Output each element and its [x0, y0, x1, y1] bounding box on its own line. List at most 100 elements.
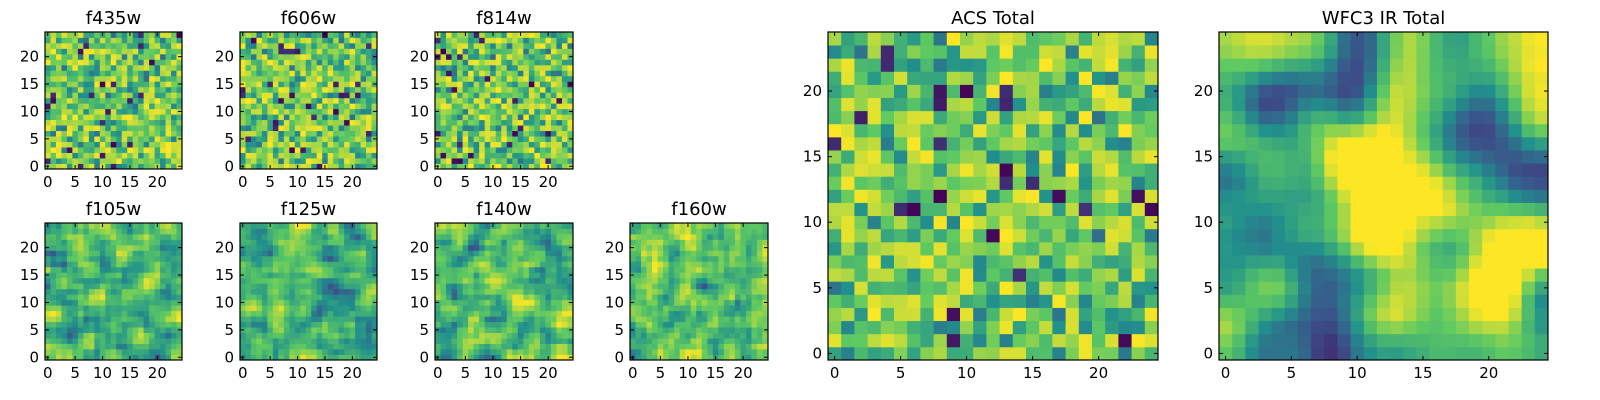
- heatmap-cell: [360, 266, 367, 273]
- heatmap-cell: [322, 53, 329, 60]
- heatmap-cell: [267, 288, 274, 295]
- heatmap-cell: [316, 59, 323, 66]
- heatmap-cell: [440, 147, 447, 153]
- heatmap-cell: [83, 272, 90, 279]
- heatmap-cell: [473, 114, 480, 121]
- heatmap-cell: [55, 119, 62, 126]
- heatmap-cell: [250, 42, 257, 49]
- heatmap-cell: [440, 321, 447, 328]
- heatmap-cell: [344, 86, 350, 93]
- heatmap-cell: [138, 343, 145, 350]
- heatmap-cell: [344, 316, 350, 323]
- heatmap-cell: [99, 70, 106, 77]
- heatmap-cell: [523, 119, 530, 126]
- heatmap-cell: [451, 53, 458, 60]
- heatmap-cell: [344, 32, 350, 38]
- heatmap-cell: [457, 163, 463, 170]
- heatmap-cell: [435, 277, 441, 284]
- heatmap-cell: [446, 250, 452, 257]
- heatmap-cell: [960, 255, 974, 269]
- heatmap-cell: [457, 261, 463, 268]
- heatmap-cell: [718, 294, 725, 301]
- heatmap-cell: [696, 354, 703, 361]
- heatmap-cell: [283, 349, 290, 355]
- heatmap-cell: [517, 108, 524, 115]
- heatmap-cell: [154, 332, 161, 339]
- heatmap-cell: [657, 299, 664, 306]
- heatmap-cell: [740, 327, 747, 333]
- heatmap-cell: [165, 283, 172, 290]
- heatmap-cell: [523, 294, 530, 301]
- heatmap-cell: [261, 288, 268, 295]
- heatmap-cell: [371, 59, 378, 66]
- heatmap-cell: [473, 343, 480, 350]
- heatmap-cell: [165, 332, 172, 339]
- heatmap-cell: [94, 152, 101, 159]
- heatmap-cell: [506, 125, 513, 132]
- heatmap-cell: [880, 202, 895, 217]
- heatmap-cell: [696, 316, 703, 323]
- heatmap-cell: [245, 163, 252, 170]
- heatmap-cell: [545, 299, 552, 306]
- heatmap-cell: [534, 59, 541, 66]
- heatmap-cell: [561, 223, 568, 229]
- heatmap-cell: [451, 223, 458, 229]
- heatmap-cell: [712, 261, 719, 268]
- heatmap-cell: [110, 130, 117, 137]
- heatmap-cell: [973, 215, 987, 230]
- heatmap-cell: [517, 53, 524, 60]
- heatmap-cell: [99, 158, 106, 164]
- heatmap-cell: [338, 255, 345, 262]
- heatmap-cell: [674, 266, 681, 273]
- heatmap-cell: [528, 277, 535, 284]
- heatmap-cell: [528, 81, 535, 88]
- heatmap-cell: [143, 75, 150, 82]
- heatmap-cell: [305, 59, 312, 66]
- heatmap-cell: [283, 316, 290, 323]
- heatmap-cell: [121, 37, 128, 44]
- heatmap-cell: [105, 64, 112, 71]
- heatmap-cell: [473, 299, 480, 306]
- heatmap-cell: [66, 163, 73, 170]
- heatmap-cell: [663, 272, 670, 279]
- heatmap-cell: [446, 321, 452, 328]
- heatmap-cell: [1026, 241, 1040, 256]
- heatmap-cell: [250, 75, 257, 82]
- heatmap-cell: [149, 349, 155, 355]
- heatmap-cell: [316, 250, 323, 257]
- heatmap-cell: [66, 283, 73, 290]
- heatmap-cell: [305, 42, 312, 49]
- heatmap-cell: [371, 343, 378, 350]
- heatmap-cell: [867, 255, 882, 269]
- heatmap-cell: [360, 158, 367, 164]
- heatmap-cell: [473, 223, 480, 229]
- heatmap-cell: [338, 327, 345, 333]
- heatmap-cell: [311, 343, 318, 350]
- heatmap-cell: [479, 64, 486, 71]
- heatmap-cell: [556, 32, 563, 38]
- heatmap-cell: [171, 125, 177, 132]
- heatmap-cell: [289, 114, 296, 121]
- heatmap-cell: [88, 147, 95, 153]
- heatmap-cell: [440, 277, 447, 284]
- heatmap-cell: [88, 349, 95, 355]
- heatmap-cell: [72, 272, 79, 279]
- heatmap-cell: [338, 250, 345, 257]
- heatmap-cell: [261, 64, 268, 71]
- heatmap-cell: [149, 37, 155, 44]
- heatmap-cell: [160, 338, 166, 344]
- heatmap-cell: [960, 202, 974, 217]
- heatmap-cell: [110, 42, 117, 49]
- heatmap-cell: [1052, 333, 1066, 348]
- heatmap-cell: [338, 119, 345, 126]
- heatmap-cell: [701, 223, 708, 229]
- heatmap-cell: [245, 321, 252, 328]
- heatmap-cell: [556, 48, 563, 55]
- heatmap-cell: [960, 163, 974, 177]
- heatmap-cell: [300, 103, 307, 110]
- heatmap-cell: [149, 147, 155, 153]
- y-tick-label: 15: [215, 266, 234, 284]
- heatmap-cell: [854, 176, 868, 190]
- heatmap-cell: [338, 244, 345, 251]
- heatmap-cell: [712, 228, 719, 235]
